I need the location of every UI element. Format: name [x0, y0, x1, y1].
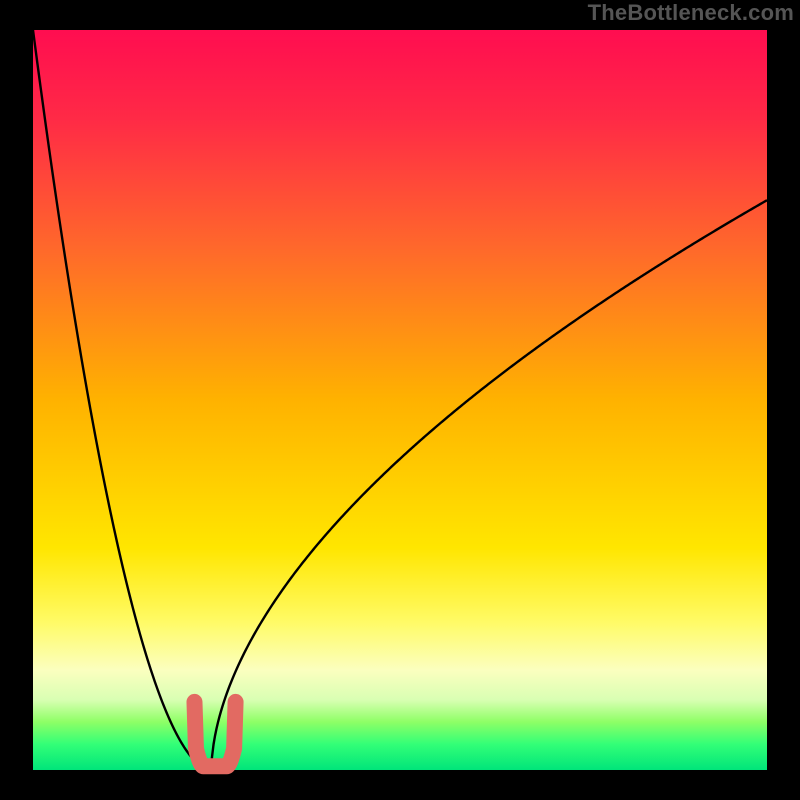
chart-stage: TheBottleneck.com — [0, 0, 800, 800]
bottleneck-plot — [0, 0, 800, 800]
plot-background — [33, 30, 767, 770]
